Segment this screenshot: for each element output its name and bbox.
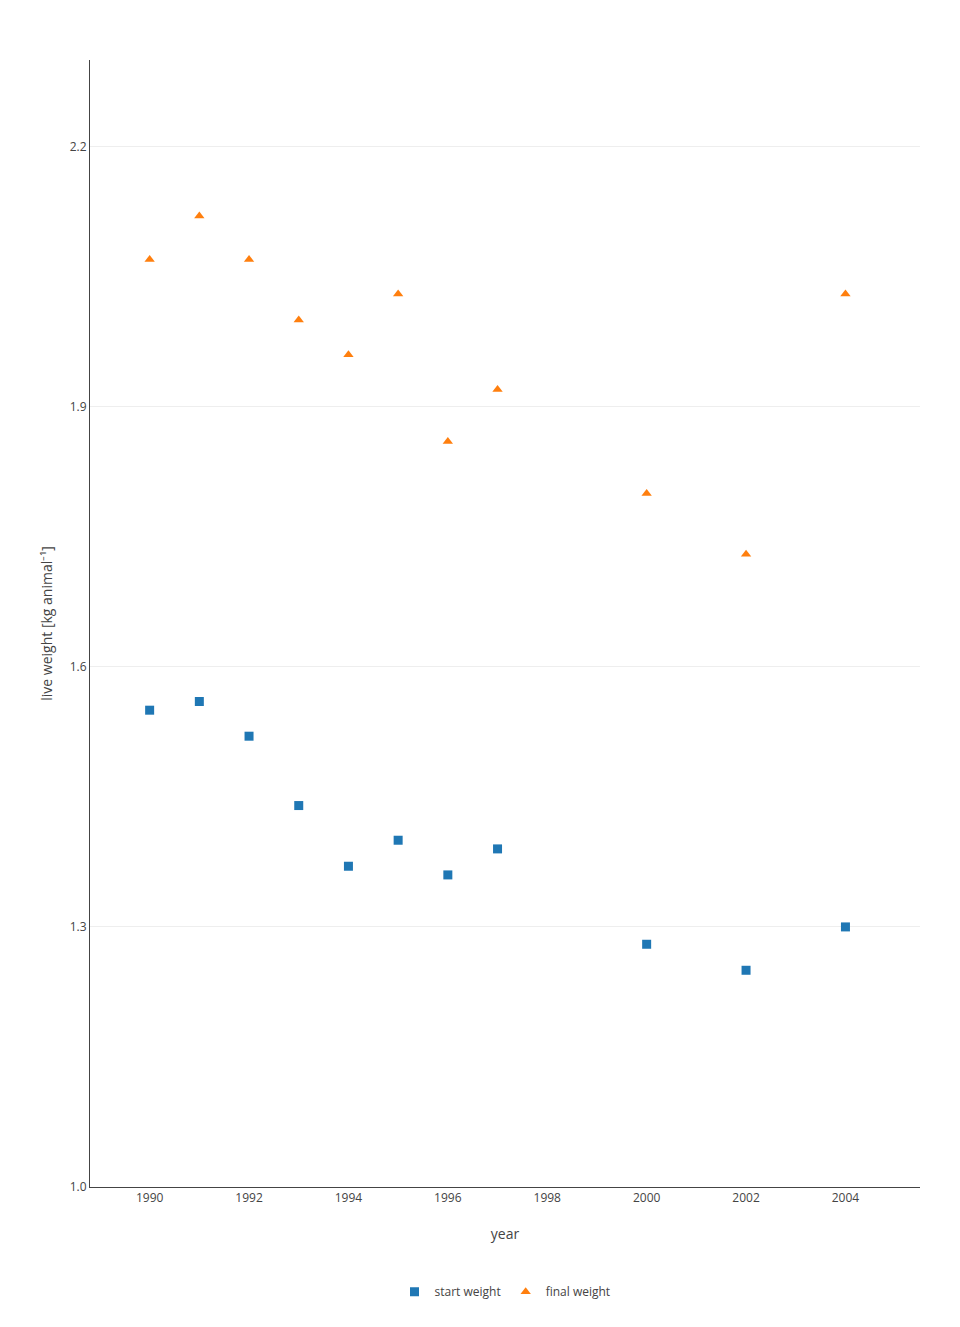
svg-text:1.9: 1.9 bbox=[70, 398, 87, 415]
svg-text:2004: 2004 bbox=[832, 1189, 860, 1206]
svg-text:1990: 1990 bbox=[136, 1189, 164, 1206]
svg-text:final weight: final weight bbox=[546, 1283, 610, 1300]
svg-text:1994: 1994 bbox=[335, 1189, 363, 1206]
svg-text:1.6: 1.6 bbox=[70, 658, 87, 675]
svg-text:2002: 2002 bbox=[732, 1189, 760, 1206]
svg-text:1996: 1996 bbox=[434, 1189, 462, 1206]
svg-text:1992: 1992 bbox=[235, 1189, 263, 1206]
svg-text:2000: 2000 bbox=[633, 1189, 661, 1206]
svg-text:start weight: start weight bbox=[435, 1283, 501, 1300]
svg-text:2.2: 2.2 bbox=[70, 138, 87, 155]
svg-text:live weight [kg animal⁻¹]: live weight [kg animal⁻¹] bbox=[37, 546, 56, 700]
svg-text:1.0: 1.0 bbox=[70, 1178, 87, 1195]
svg-text:year: year bbox=[491, 1224, 520, 1243]
svg-text:1998: 1998 bbox=[534, 1189, 562, 1206]
svg-text:1.3: 1.3 bbox=[70, 918, 87, 935]
